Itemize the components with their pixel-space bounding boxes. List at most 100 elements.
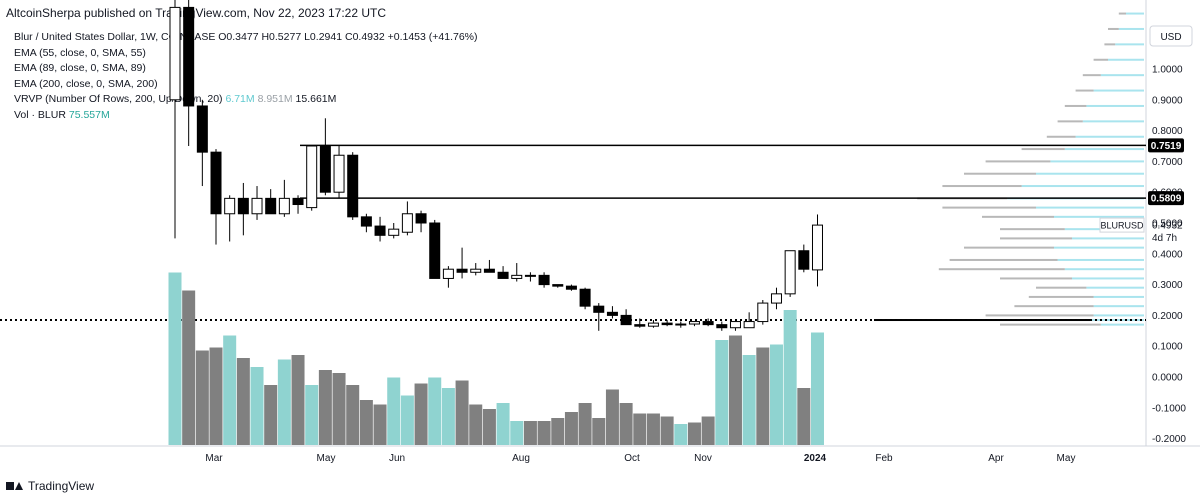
level-price-badge	[1148, 191, 1184, 206]
volume-bar	[209, 347, 223, 445]
volume-bar	[523, 421, 537, 445]
candle-body	[661, 322, 673, 326]
candle-body	[442, 268, 454, 279]
volume-profile-down-bar	[1000, 323, 1101, 326]
volume-profile-down-bar	[942, 206, 1036, 209]
volume-profile-down-bar	[1057, 120, 1083, 123]
volume-bar	[236, 358, 250, 445]
volume-profile-down-bar	[1028, 295, 1094, 298]
legend-volume[interactable]: Vol · BLUR 75.557M	[14, 108, 478, 124]
price-tick-label: 0.9000	[1152, 95, 1183, 106]
footer-brand-text: TradingView	[28, 479, 95, 493]
volume-profile-up-bar	[1054, 215, 1144, 218]
volume-profile-up-bar	[1072, 237, 1144, 240]
volume-profile-down-bar	[964, 246, 1054, 249]
time-axis-label: Mar	[205, 453, 223, 464]
level-price-badge	[1148, 138, 1184, 153]
candle-body	[251, 197, 263, 215]
candle-body	[429, 222, 441, 279]
volume-profile-up-bar	[1021, 185, 1144, 188]
volume-profile-down-bar	[1104, 43, 1116, 46]
candle-body	[538, 274, 550, 286]
candle-body	[784, 250, 796, 295]
volume-bar	[605, 389, 619, 445]
legend-ema89[interactable]: EMA (89, close, 0, SMA, 89)	[14, 62, 146, 75]
volume-profile-down-bar	[985, 160, 1051, 163]
price-tick-label: 0.1000	[1152, 342, 1183, 353]
legend-ema55[interactable]: EMA (55, close, 0, SMA, 55)	[14, 46, 146, 59]
volume-bar	[592, 418, 606, 445]
ohlc-high: H0.5277	[261, 31, 302, 43]
volume-bar	[305, 385, 319, 445]
footer-brand: TradingView	[6, 479, 94, 493]
candle-body	[237, 197, 249, 215]
volume-bar	[537, 421, 551, 445]
candle-body	[688, 321, 700, 325]
volume-bar	[387, 377, 401, 445]
candle-body	[360, 216, 372, 227]
volume-bar	[660, 416, 674, 445]
last-price-value: 0.4932	[1152, 221, 1183, 232]
price-tick-label: 0.0000	[1152, 373, 1183, 384]
legend-symbol-row[interactable]: Blur / United States Dollar, 1W, COINBAS…	[14, 30, 478, 46]
last-price-countdown: 4d 7h	[1152, 233, 1177, 244]
price-tick-label: 0.2000	[1152, 311, 1183, 322]
volume-profile-down-bar	[1000, 277, 1072, 280]
price-tick-label: 0.7000	[1152, 157, 1183, 168]
vrvp-up-volume: 6.71M	[225, 93, 255, 106]
time-axis-label: Oct	[624, 453, 640, 464]
volume-value: 75.557M	[68, 108, 110, 121]
price-tick-label: -0.2000	[1152, 434, 1186, 445]
candle-body	[702, 321, 714, 326]
legend-ema200[interactable]: EMA (200, close, 0, SMA, 200)	[14, 77, 158, 90]
candle-body	[483, 268, 495, 273]
volume-bar	[646, 413, 660, 445]
candle-body	[579, 288, 591, 307]
volume-bar	[797, 388, 811, 445]
volume-profile-up-bar	[1126, 12, 1144, 15]
volume-bar	[441, 388, 455, 445]
candle-body	[606, 311, 618, 316]
volume-label: Vol · BLUR	[14, 108, 66, 121]
volume-bar	[728, 335, 742, 445]
candle-body	[169, 6, 181, 101]
time-axis-label: May	[1057, 453, 1076, 464]
volume-bar	[687, 422, 701, 445]
candle-body	[470, 268, 482, 273]
volume-profile-up-bar	[1064, 148, 1144, 151]
price-axis-panel	[1146, 0, 1200, 446]
candle-body	[497, 271, 509, 279]
currency-button	[1149, 25, 1193, 47]
candle-body	[811, 224, 823, 271]
volume-bar	[551, 418, 565, 445]
candle-body	[634, 324, 646, 327]
publish-header: AltcoinSherpa published on TradingView.c…	[6, 6, 386, 20]
volume-bar	[701, 416, 715, 445]
volume-bar	[715, 340, 729, 445]
candle-body	[347, 154, 359, 218]
volume-profile-up-bar	[1082, 120, 1144, 123]
candle-body	[565, 285, 577, 290]
volume-profile-down-bar	[1021, 148, 1065, 151]
volume-profile-down-bar	[1118, 12, 1126, 15]
candle-body	[770, 293, 782, 304]
time-axis-label: 2024	[804, 453, 827, 464]
candle-body	[292, 197, 304, 206]
candle-body	[524, 274, 536, 277]
volume-bar	[564, 412, 578, 445]
volume-profile-up-bar	[1115, 43, 1144, 46]
volume-profile-down-bar	[1046, 135, 1076, 138]
volume-profile-up-bar	[1093, 89, 1144, 92]
volume-bar	[277, 359, 291, 445]
volume-profile-up-bar	[1086, 104, 1144, 107]
volume-bar	[756, 347, 770, 445]
candle-body	[675, 323, 687, 326]
volume-profile-down-bar	[949, 258, 1058, 261]
price-tick-label: 0.4000	[1152, 249, 1183, 260]
level-price-text: 0.5809	[1151, 194, 1182, 205]
volume-profile-down-bar	[1108, 27, 1119, 30]
price-tick-label: 1.0000	[1152, 65, 1183, 76]
volume-bar	[578, 403, 592, 445]
volume-bar	[674, 424, 688, 445]
